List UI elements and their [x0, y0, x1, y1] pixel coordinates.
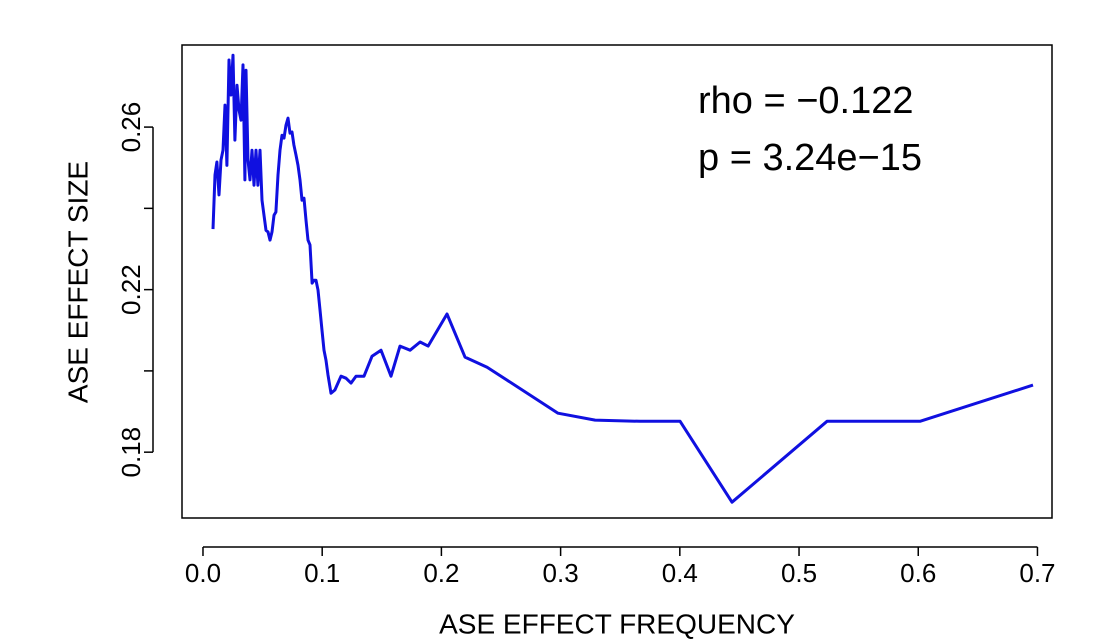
x-tick-label: 0.3 [543, 558, 579, 588]
annotation: p = 3.24e−15 [698, 137, 922, 179]
x-tick-label: 0.0 [185, 558, 221, 588]
annotation: rho = −0.122 [698, 80, 914, 122]
x-tick-label: 0.1 [304, 558, 340, 588]
x-tick-label: 0.5 [781, 558, 817, 588]
x-tick-label: 0.4 [662, 558, 698, 588]
x-tick-label: 0.6 [900, 558, 936, 588]
y-axis-label: ASE EFFECT SIZE [62, 161, 93, 403]
x-tick-label: 0.2 [423, 558, 459, 588]
plot-box [181, 44, 1053, 519]
data-line [211, 53, 1034, 504]
y-tick-label: 0.26 [116, 102, 146, 153]
x-tick-label: 0.7 [1019, 558, 1055, 588]
x-axis-label: ASE EFFECT FREQUENCY [439, 608, 795, 639]
y-tick-label: 0.22 [116, 264, 146, 315]
y-tick-label: 0.18 [116, 427, 146, 478]
